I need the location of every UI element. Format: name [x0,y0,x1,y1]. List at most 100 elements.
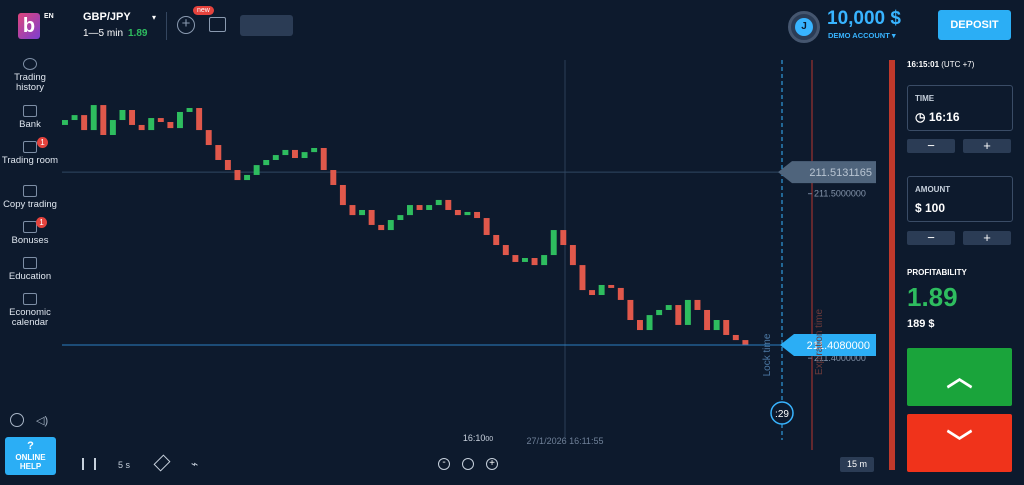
candle [426,205,433,210]
candle [215,145,222,160]
deposit-button[interactable]: DEPOSIT [938,10,1011,40]
clock: 16:15:01 (UTC +7) [907,60,974,69]
divider [166,12,167,40]
logo[interactable]: b [18,13,40,39]
language[interactable]: EN [44,13,54,20]
deadline-stripe [889,60,895,470]
candle [569,245,576,266]
amount: $ 100 [915,201,946,215]
nav-item[interactable]: Bonuses [0,221,60,246]
header-payout: 1.89 [128,28,148,39]
amount-minus[interactable]: − [907,231,955,245]
balance[interactable]: 10,000 $ [827,8,901,29]
candle [311,147,318,153]
nav-label: Copy trading [3,199,57,210]
price-tag [780,334,876,357]
timezone: (UTC +7) [941,60,975,69]
clock-time: 16:15:01 [907,60,940,69]
candle [387,220,394,231]
chart-type[interactable] [82,458,96,470]
zoom-in[interactable]: + [486,458,498,470]
draw-tool[interactable]: ⌁ [191,457,199,471]
amount-plus[interactable]: + [963,231,1011,245]
sound[interactable]: ◁) [36,415,49,427]
zoom-reset[interactable] [462,458,474,470]
add-chart[interactable]: + [177,16,195,34]
help-icon: ? [27,440,34,452]
candle [493,234,500,246]
help-button[interactable]: ? ONLINE HELP [5,437,56,475]
candle [71,115,78,121]
candle [253,165,260,175]
amount-box[interactable]: AMOUNT $ 100 [907,176,1013,222]
time-label: TIME [915,94,935,103]
candle [704,309,711,331]
zoom-out[interactable]: - [438,458,450,470]
candle [502,245,509,256]
tradingview-toggle[interactable] [240,15,293,36]
candle [560,230,567,246]
zoom-level[interactable]: 15 m [840,457,874,472]
candle [359,209,366,216]
call-button[interactable]: ︿ [907,348,1012,406]
candle [378,224,385,231]
layout-btn[interactable] [209,17,226,32]
x-tick-label: 16:1000 [463,433,493,443]
candle [196,108,203,131]
candle [445,199,452,210]
nav-item[interactable]: Trading room [0,141,60,166]
candle [598,284,605,296]
time-plus[interactable]: + [963,139,1011,153]
expiration-label: Expiration time [814,308,825,375]
candle [579,265,586,291]
candle [637,320,643,331]
nav-item[interactable]: Trading history [0,58,60,93]
candle [272,155,279,160]
candle [138,124,145,131]
nav-item[interactable]: Bank [0,105,60,130]
time-minus[interactable]: − [907,139,955,153]
candle [397,215,404,221]
candle [522,258,528,262]
asset[interactable]: GBP/JPY [83,11,131,23]
candle [713,320,720,331]
new-badge: new [193,6,214,15]
candle [483,218,490,235]
account-type[interactable]: DEMO ACCOUNT ▾ [828,31,896,40]
candle [541,255,548,266]
time-box[interactable]: TIME ◷ 16:16 [907,85,1013,131]
nav-item[interactable]: Economic calendar [0,293,60,328]
candle [100,105,107,135]
candle [148,118,155,131]
nav-label: Bank [19,119,41,130]
time: 16:16 [928,110,960,124]
candle [90,105,97,131]
help-label: ONLINE HELP [15,453,46,471]
settings[interactable] [10,413,24,427]
badge: 1 [36,217,47,228]
avatar[interactable]: J [795,18,813,36]
put-button[interactable]: ﹀ [907,414,1012,472]
y-tick-label: 211.4000000 [814,353,866,363]
candle [157,118,164,123]
candle [435,199,442,206]
candle [330,170,337,185]
candle [627,299,634,321]
candle [224,159,231,171]
candle [282,149,289,156]
candle [656,309,663,316]
candle [177,111,183,129]
candle [339,184,346,206]
asset-caret[interactable]: ▾ [152,13,157,22]
interval[interactable]: 5 s [118,460,131,470]
nav-item[interactable]: Education [0,257,60,282]
nav-item[interactable]: Copy trading [0,185,60,210]
profitability: 1.89 [907,282,958,312]
level-tag [778,161,876,184]
account-name: DEMO ACCOUNT [828,31,890,40]
profit: 189 $ [907,318,935,330]
nav-label: Economic calendar [9,307,51,328]
candle [694,299,701,310]
candle [62,120,68,125]
